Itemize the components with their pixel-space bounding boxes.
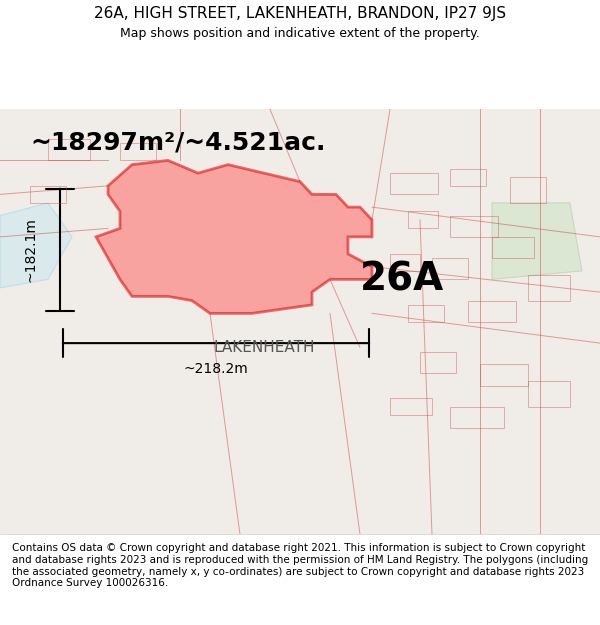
Text: ~18297m²/~4.521ac.: ~18297m²/~4.521ac. (30, 131, 325, 154)
Polygon shape (0, 203, 72, 288)
Text: ~218.2m: ~218.2m (184, 362, 248, 376)
Text: Contains OS data © Crown copyright and database right 2021. This information is : Contains OS data © Crown copyright and d… (12, 543, 588, 588)
Polygon shape (96, 161, 372, 313)
Polygon shape (492, 203, 582, 279)
Bar (510, 177, 546, 203)
Bar (30, 186, 66, 203)
Bar (450, 169, 486, 186)
Text: ~182.1m: ~182.1m (23, 217, 37, 282)
Bar (390, 173, 438, 194)
Text: 26A, HIGH STREET, LAKENHEATH, BRANDON, IP27 9JS: 26A, HIGH STREET, LAKENHEATH, BRANDON, I… (94, 6, 506, 21)
Bar (420, 352, 456, 373)
Bar (468, 301, 516, 322)
Bar (390, 398, 432, 416)
Bar (492, 237, 534, 258)
Bar (120, 143, 156, 161)
Bar (408, 211, 438, 228)
Bar (528, 275, 570, 301)
Bar (408, 305, 444, 322)
Text: 26A: 26A (360, 261, 444, 298)
Bar (450, 216, 498, 237)
Text: Map shows position and indicative extent of the property.: Map shows position and indicative extent… (120, 28, 480, 40)
Bar (390, 254, 420, 271)
Bar (480, 364, 528, 386)
Bar (432, 258, 468, 279)
Bar (528, 381, 570, 407)
Bar (450, 407, 504, 428)
Text: LAKENHEATH: LAKENHEATH (213, 340, 315, 355)
Bar (48, 139, 90, 161)
